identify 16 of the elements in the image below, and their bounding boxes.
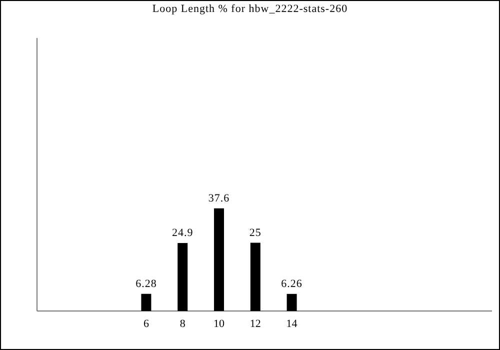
data-label: 25 xyxy=(249,226,262,239)
x-tick-label: 12 xyxy=(250,318,261,330)
data-label: 37.6 xyxy=(208,192,230,204)
data-label: 6.26 xyxy=(281,278,302,290)
x-tick-label: 8 xyxy=(180,318,186,330)
chart-title: Loop Length % for hbw_2222-stats-260 xyxy=(152,3,348,15)
bar xyxy=(178,243,188,311)
bar xyxy=(214,208,224,311)
x-tick-label: 10 xyxy=(214,318,225,330)
bar xyxy=(286,294,297,311)
x-tick-label: 14 xyxy=(286,318,298,330)
data-label: 24.9 xyxy=(172,227,194,240)
bar xyxy=(250,242,260,311)
bar xyxy=(141,294,152,311)
x-tick-label: 6 xyxy=(143,318,150,330)
data-label: 6.28 xyxy=(136,278,157,290)
